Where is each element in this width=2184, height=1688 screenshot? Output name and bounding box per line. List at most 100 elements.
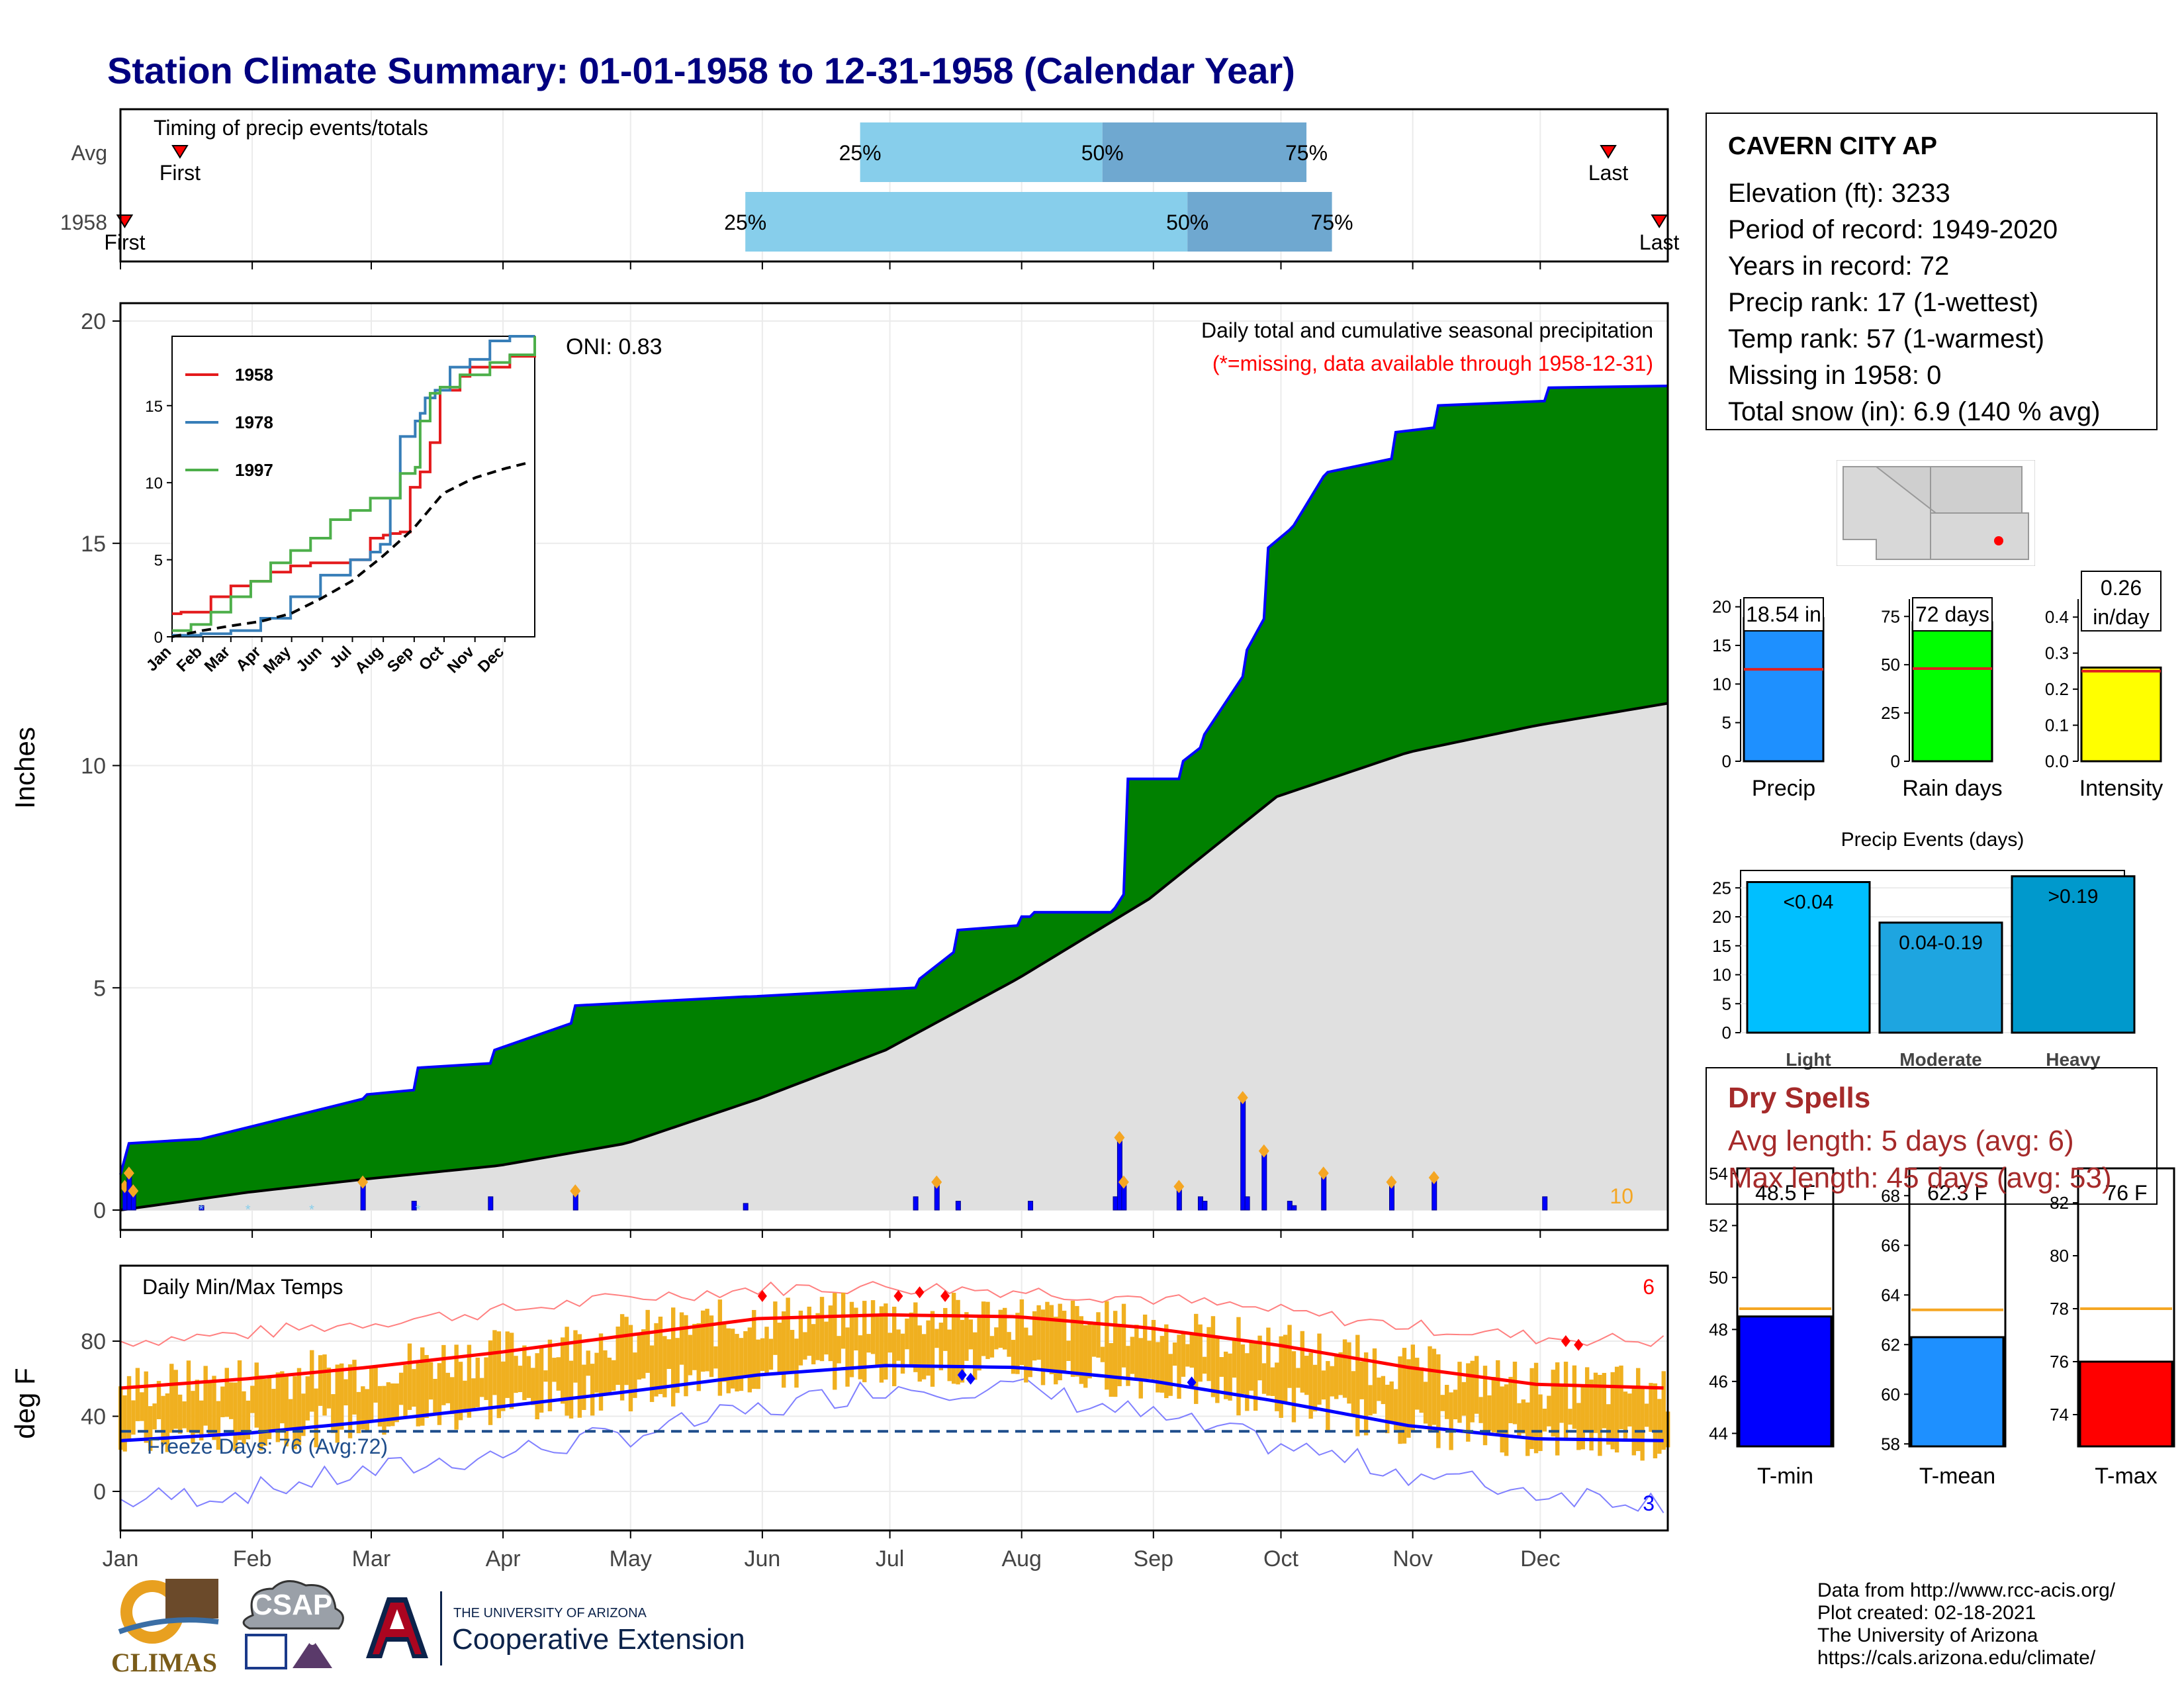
daily-temp-bar [981, 1301, 986, 1356]
daily-temp-bar [173, 1370, 178, 1429]
events-title: Precip Events (days) [1841, 829, 2025, 851]
daily-temp-bar [1206, 1327, 1211, 1382]
precip-ylabel: Inches [9, 727, 40, 809]
daily-temp-bar [1066, 1340, 1071, 1361]
daily-temp-bar [1308, 1352, 1313, 1419]
daily-temp-bar [1508, 1377, 1513, 1423]
daily-temp-bar [1279, 1336, 1283, 1418]
daily-temp-bar [377, 1385, 383, 1427]
daily-temp-bar [246, 1400, 251, 1440]
daily-temp-bar [1321, 1370, 1326, 1400]
daily-temp-bar [1619, 1365, 1623, 1429]
daily-temp-bar [488, 1340, 493, 1425]
summary-bar [1911, 621, 1993, 763]
station-line: Years in record: 72 [1728, 252, 1950, 281]
daily-temp-bar [1389, 1381, 1394, 1423]
daily-temp-bar [1614, 1366, 1619, 1453]
inset-ytick-label: 0 [154, 629, 163, 647]
daily-temp-bar [637, 1333, 642, 1380]
daily-temp-bar [390, 1383, 395, 1427]
daily-temp-bar [1393, 1389, 1398, 1430]
daily-temp-bar [956, 1299, 960, 1385]
daily-temp-bar [361, 1386, 365, 1430]
daily-temp-bar [828, 1305, 833, 1362]
daily-temp-bar [684, 1315, 688, 1397]
timing-panel-frame [119, 108, 1669, 263]
daily-temp-bar [879, 1306, 884, 1383]
daily-temp-bar [263, 1379, 267, 1446]
daily-temp-bar [394, 1383, 399, 1423]
daily-precip-bar [488, 1196, 494, 1211]
temp-summary-ytick-label: 44 [1709, 1423, 1728, 1443]
daily-temp-bar [900, 1333, 905, 1374]
month-tick-label: Aug [1001, 1546, 1042, 1571]
daily-temp-bar [1589, 1380, 1594, 1451]
temp-summary-ytick-label: 78 [2050, 1299, 2069, 1319]
daily-temp-bar [726, 1328, 731, 1393]
summary-category-label: Precip [1752, 776, 1815, 801]
daily-temp-bar [1359, 1361, 1364, 1399]
daily-temp-bar [1117, 1327, 1122, 1387]
daily-temp-bar [1533, 1362, 1539, 1454]
daily-temp-bar [1087, 1323, 1092, 1379]
inset-ytick-label: 10 [145, 475, 163, 492]
daily-temp-bar [224, 1368, 229, 1417]
average-cumulative-area [120, 703, 1668, 1210]
daily-temp-bar [1075, 1305, 1079, 1377]
daily-temp-bar [1525, 1402, 1530, 1456]
dry-spells-avg: Avg length: 5 days (avg: 6) [1728, 1125, 2074, 1157]
daily-temp-bar [1406, 1359, 1411, 1438]
events-bar-label: <0.04 [1784, 892, 1834, 914]
daily-temp-bar [1410, 1344, 1416, 1432]
daily-temp-bar [1138, 1338, 1143, 1399]
daily-temp-bar [1113, 1311, 1118, 1397]
daily-precip-bar [1291, 1205, 1297, 1211]
quartile-bar-50-75 [1187, 192, 1332, 252]
heavy-precip-marker [570, 1184, 581, 1198]
station-name: CAVERN CITY AP [1728, 132, 1938, 160]
daily-precip-bar [1202, 1201, 1208, 1211]
timing-row-label: 1958 [60, 211, 107, 234]
daily-temp-bar [1563, 1362, 1569, 1441]
daily-temp-bar [347, 1364, 353, 1438]
month-tick-label: Sep [1134, 1546, 1174, 1571]
daily-temp-bar [1521, 1399, 1526, 1434]
daily-temp-bar [794, 1338, 799, 1388]
oni-label: ONI: 0.83 [566, 334, 662, 359]
daily-temp-bar [1275, 1362, 1279, 1411]
events-category-label: Heavy [2046, 1049, 2101, 1070]
daily-temp-bar [1261, 1363, 1267, 1394]
footer-line: The University of Arizona [1817, 1624, 2038, 1646]
summary-ytick-label: 10 [1712, 674, 1731, 694]
events-ytick-label: 25 [1712, 878, 1731, 898]
summary-value-box [1912, 597, 1993, 632]
summary-ytick-label: 0.4 [2045, 607, 2069, 627]
daily-temp-bar [764, 1327, 769, 1374]
daily-temp-bar [1091, 1325, 1097, 1357]
daily-temp-bar [135, 1368, 140, 1421]
daily-temp-bar [1296, 1368, 1300, 1388]
daily-precip-bar [1244, 1196, 1250, 1211]
daily-temp-bar [671, 1307, 676, 1407]
quartile-label: 75% [1285, 141, 1328, 165]
heavy-precip-marker [1318, 1166, 1329, 1180]
daily-temp-bar [322, 1354, 327, 1416]
month-tick-label: Mar [352, 1546, 391, 1571]
summary-ytick-label: 25 [1881, 703, 1900, 723]
daily-temp-bar [1142, 1314, 1148, 1381]
daily-temp-bar [1640, 1388, 1645, 1461]
daily-temp-bar [1185, 1344, 1190, 1367]
daily-temp-bar [1338, 1352, 1343, 1395]
daily-temp-bar [250, 1385, 255, 1413]
inset-legend-label: 1997 [235, 460, 273, 480]
daily-precip-bar [743, 1203, 749, 1211]
summary-value-box [1743, 597, 1824, 632]
summary-bar [2080, 666, 2162, 763]
daily-temp-bar [505, 1331, 510, 1398]
temp-summary-ytick-label: 46 [1709, 1372, 1728, 1391]
daily-temp-bar [496, 1331, 502, 1419]
timing-marker [1600, 145, 1617, 159]
daily-temp-bar [569, 1360, 574, 1419]
